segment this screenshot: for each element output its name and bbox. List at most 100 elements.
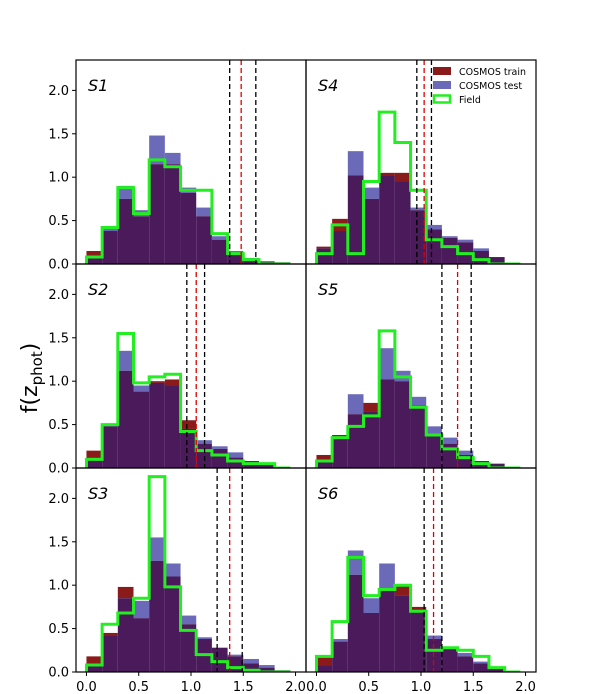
test-bar — [457, 239, 474, 243]
train-bar — [86, 450, 103, 458]
panel-s4 — [314, 60, 521, 264]
panel-label-s4: S4 — [318, 76, 338, 95]
panel-label-s3: S3 — [88, 484, 108, 503]
x-tick-label: 0.5 — [358, 680, 379, 694]
test-bar — [149, 537, 165, 561]
overlap-bar — [426, 229, 442, 264]
overlap-bar — [258, 463, 275, 468]
overlap-bar — [86, 257, 103, 264]
test-bar — [133, 385, 150, 392]
panel-plot-area — [84, 60, 291, 264]
train-bar — [117, 586, 134, 599]
overlap-bar — [117, 370, 134, 468]
panel-s2 — [84, 264, 291, 468]
overlap-bar — [473, 663, 489, 672]
overlap-bar — [164, 576, 181, 672]
overlap-bar — [347, 175, 364, 264]
overlap-bar — [133, 216, 150, 264]
train-bar — [102, 632, 118, 636]
panel-plot-area — [314, 468, 521, 672]
test-bar — [347, 550, 364, 575]
test-bar — [379, 563, 395, 590]
train-bar — [363, 402, 380, 412]
y-tick-label: 0.5 — [48, 622, 69, 637]
field-step-line — [84, 331, 291, 468]
test-bar — [102, 227, 118, 232]
overlap-bar — [243, 663, 259, 672]
train-bar — [164, 379, 181, 386]
train-bar — [86, 656, 103, 666]
legend: COSMOS train COSMOS test Field — [432, 67, 526, 106]
legend-label-1: COSMOS test — [459, 81, 522, 92]
panel-plot-area — [84, 468, 291, 672]
overlap-bar — [488, 667, 505, 672]
test-bar — [196, 637, 212, 640]
x-tick-label: 1.5 — [233, 680, 254, 694]
overlap-bar — [133, 618, 150, 672]
y-tick-label: 2.0 — [48, 84, 69, 99]
y-tick-label: 0.5 — [48, 418, 69, 433]
field-step-line — [314, 329, 521, 468]
overlap-bar — [347, 414, 364, 468]
overlap-bar — [211, 239, 228, 264]
y-tick-label: 1.5 — [48, 535, 69, 550]
axes-frame: 0.0 0.5 1.0 1.5 2.0 S1 S4 0.0 0.5 1.0 1.5 2.0 S2 S5 0.… — [48, 59, 537, 694]
test-bar — [149, 135, 165, 165]
y-tick-label: 0.0 — [48, 258, 69, 273]
test-bar — [227, 452, 244, 458]
overlap-bar — [441, 443, 458, 468]
test-bar — [180, 615, 197, 625]
overlap-bar — [488, 257, 505, 264]
panel-s1 — [84, 60, 291, 264]
overlap-bar — [363, 411, 380, 468]
y-tick-label: 2.0 — [48, 288, 69, 303]
y-axis-label: f(zphot) — [18, 343, 46, 414]
test-bar — [347, 151, 364, 176]
overlap-bar — [227, 457, 244, 468]
test-bar — [243, 658, 259, 664]
train-bar — [180, 420, 197, 429]
legend-swatch-1 — [433, 81, 451, 89]
overlap-bar — [316, 665, 333, 672]
overlap-bar — [410, 405, 427, 468]
y-tick-label: 0.5 — [48, 214, 69, 229]
y-tick-label: 1.0 — [48, 579, 69, 594]
overlap-bar — [394, 381, 411, 468]
overlap-bar — [164, 385, 181, 468]
panel-s5 — [314, 264, 521, 468]
legend-swatch-2 — [432, 94, 452, 104]
overlap-bar — [117, 598, 134, 672]
train-bar — [379, 172, 395, 176]
overlap-bar — [180, 428, 197, 468]
overlap-bar — [86, 665, 103, 672]
legend-label-0: COSMOS train — [459, 67, 526, 78]
y-tick-label: 1.0 — [48, 171, 69, 186]
legend-swatch-0 — [433, 67, 451, 75]
y-tick-label: 1.5 — [48, 127, 69, 142]
overlap-bar — [363, 198, 380, 264]
test-bar — [441, 437, 458, 444]
field-step-line — [84, 158, 291, 264]
x-tick-label: 1.0 — [411, 680, 432, 694]
overlap-bar — [394, 181, 411, 264]
y-axis-label-sub: phot — [28, 351, 46, 385]
test-bar — [457, 652, 474, 657]
test-bar — [211, 236, 228, 240]
overlap-bar — [211, 448, 228, 468]
y-tick-label: 0.0 — [48, 666, 69, 681]
train-bar — [410, 606, 427, 612]
x-tick-label: 1.0 — [181, 680, 202, 694]
y-tick-label: 0.0 — [48, 462, 69, 477]
overlap-bar — [149, 382, 165, 468]
panel-label-s5: S5 — [318, 280, 338, 299]
overlap-bar — [379, 589, 395, 672]
field-step-line — [314, 110, 521, 264]
overlap-bar — [86, 457, 103, 468]
x-tick-label: 0.0 — [76, 680, 97, 694]
overlap-bar — [410, 210, 427, 264]
test-bar — [196, 207, 212, 217]
test-bar — [457, 450, 474, 455]
overlap-bar — [258, 667, 275, 672]
overlap-bar — [347, 574, 364, 672]
y-tick-label: 1.0 — [48, 375, 69, 390]
